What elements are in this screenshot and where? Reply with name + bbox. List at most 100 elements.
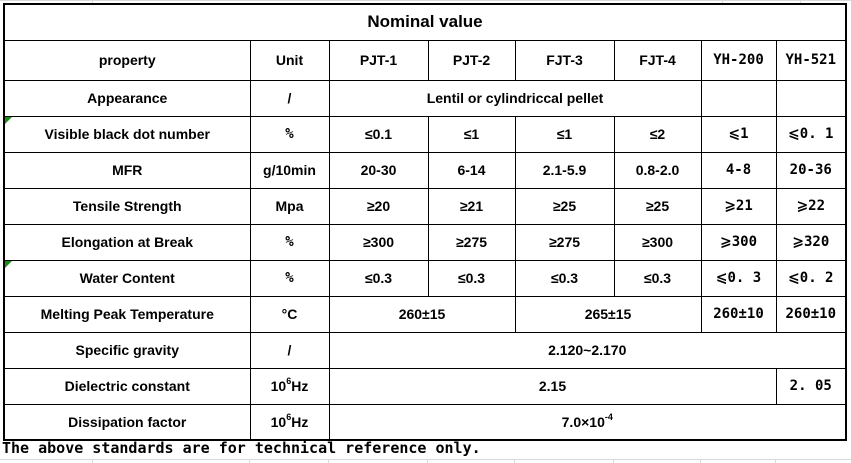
value-cell: ≤0.3: [613, 259, 702, 297]
value-cell: 2.15: [328, 367, 777, 405]
superscript: 6: [286, 411, 292, 422]
value-cell: ⩽0. 3: [700, 259, 777, 297]
value-cell: 265±15: [514, 295, 702, 333]
gridline: [514, 459, 515, 463]
cell-text: Hz: [291, 378, 309, 394]
cell-text: 10: [270, 413, 287, 430]
column-header-pjt-1: PJT-1: [328, 39, 429, 81]
gridline: [249, 459, 250, 463]
gridline: [722, 0, 723, 3]
gridline: [775, 459, 776, 463]
table-row: Appearance / Lentil or cylindriccal pellet: [3, 79, 847, 117]
value-cell: 260±10: [700, 295, 777, 333]
superscript: 6: [286, 376, 292, 386]
unit-cell: 106Hz: [249, 403, 330, 441]
value-cell: ⩽0. 1: [775, 115, 847, 153]
cell-text: 10: [270, 378, 287, 394]
value-cell: 6-14: [427, 151, 516, 189]
value-cell: ≥275: [514, 223, 615, 261]
gridline: [613, 459, 614, 463]
unit-cell: 106Hz: [249, 367, 330, 405]
property-cell: Dissipation factor: [3, 403, 251, 441]
column-header-yh-521: YH-521: [775, 39, 847, 81]
table-row: Dielectric constant 106Hz 2.15 2. 05: [3, 367, 847, 405]
table-row: Dissipation factor 106Hz 7.0×10-4: [3, 403, 847, 441]
table-title-row: Nominal value: [3, 3, 847, 41]
property-cell: Specific gravity: [3, 331, 251, 369]
gridline: [427, 459, 428, 463]
value-cell: ≥20: [328, 187, 429, 225]
table-title: Nominal value: [3, 3, 847, 41]
value-cell: ⩾300: [700, 223, 777, 261]
table-row: Elongation at Break% ≥300 ≥275 ≥275 ≥300 ⩾300…: [3, 223, 847, 261]
unit-cell: °C: [249, 295, 330, 333]
table-row: MFR g/10min 20-30 6-14 2.1-5.9 0.8-2.0 4-8 20-3…: [3, 151, 847, 189]
property-cell: MFR: [3, 151, 251, 189]
value-cell: ≤1: [427, 115, 516, 153]
value-cell: ≥300: [328, 223, 429, 261]
value-cell: 2. 05: [775, 367, 847, 405]
value-cell: ≤2: [613, 115, 702, 153]
gridline: [0, 459, 851, 460]
value-cell: 0.8-2.0: [613, 151, 702, 189]
value-cell: 7.0×10-4: [328, 403, 847, 441]
property-cell: Water Content: [3, 259, 251, 297]
gridline: [800, 0, 801, 3]
value-cell: 20-36: [775, 151, 847, 189]
cell-text: Hz: [291, 413, 309, 430]
value-cell: 260±10: [775, 295, 847, 333]
column-header-fjt-4: FJT-4: [613, 39, 702, 81]
column-header-unit: Unit: [249, 39, 330, 81]
spec-table: Nominal value property Unit PJT-1 PJT-2 FJT-3…: [3, 3, 848, 441]
cell-corner-marker: [5, 261, 12, 268]
superscript: -4: [604, 411, 613, 422]
property-cell: Tensile Strength: [3, 187, 251, 225]
table-row: Water Content% ≤0.3 ≤0.3 ≤0.3 ≤0.3 ⩽0. 3 ⩽0. 2: [3, 259, 847, 297]
table-row: Visible black dot number% ≤0.1 ≤1 ≤1 ≤2 ⩽1 ⩽0.…: [3, 115, 847, 153]
gridline: [92, 459, 93, 463]
value-cell: 260±15: [328, 295, 516, 333]
value-cell: Lentil or cylindriccal pellet: [328, 79, 702, 117]
unit-cell: %: [249, 115, 330, 153]
value-cell: ⩾21: [700, 187, 777, 225]
value-cell: ⩽1: [700, 115, 777, 153]
table-header-row: property Unit PJT-1 PJT-2 FJT-3 FJT-4 YH-200 YH…: [3, 39, 847, 81]
gridline: [328, 459, 329, 463]
value-cell: 4-8: [700, 151, 777, 189]
unit-cell: %: [249, 223, 330, 261]
value-cell: ≥25: [613, 187, 702, 225]
property-cell: Visible black dot number: [3, 115, 251, 153]
unit-cell: /: [249, 79, 330, 117]
cell-text: 7.0×10: [561, 413, 605, 430]
property-cell: Appearance: [3, 79, 251, 117]
column-header-pjt-2: PJT-2: [427, 39, 516, 81]
unit-cell: /: [249, 331, 330, 369]
table-row: Tensile Strength Mpa ≥20 ≥21 ≥25 ≥25 ⩾21 ⩾22: [3, 187, 847, 225]
value-cell: ≤0.3: [427, 259, 516, 297]
column-header-property: property: [3, 39, 251, 81]
value-cell: ≥300: [613, 223, 702, 261]
value-cell: [775, 79, 847, 117]
value-cell: ≥25: [514, 187, 615, 225]
gridline: [700, 459, 701, 463]
value-cell: ≤1: [514, 115, 615, 153]
value-cell: [700, 79, 777, 117]
value-cell: 2.120~2.170: [328, 331, 847, 369]
gridline: [92, 0, 93, 3]
unit-cell: g/10min: [249, 151, 330, 189]
property-cell: Melting Peak Temperature: [3, 295, 251, 333]
property-cell: Dielectric constant: [3, 367, 251, 405]
value-cell: ≥21: [427, 187, 516, 225]
property-cell: Elongation at Break: [3, 223, 251, 261]
value-cell: ≤0.3: [328, 259, 429, 297]
table-row: Melting Peak Temperature °C 260±15 265±15 26…: [3, 295, 847, 333]
value-cell: 2.1-5.9: [514, 151, 615, 189]
column-header-yh-200: YH-200: [700, 39, 777, 81]
gridline: [0, 0, 851, 1]
value-cell: ⩽0. 2: [775, 259, 847, 297]
unit-cell: Mpa: [249, 187, 330, 225]
value-cell: 20-30: [328, 151, 429, 189]
value-cell: ⩾320: [775, 223, 847, 261]
value-cell: ≤0.1: [328, 115, 429, 153]
